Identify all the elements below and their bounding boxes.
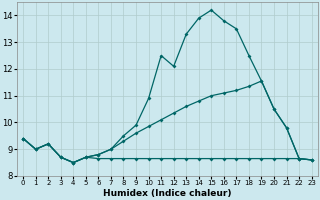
X-axis label: Humidex (Indice chaleur): Humidex (Indice chaleur) [103,189,232,198]
